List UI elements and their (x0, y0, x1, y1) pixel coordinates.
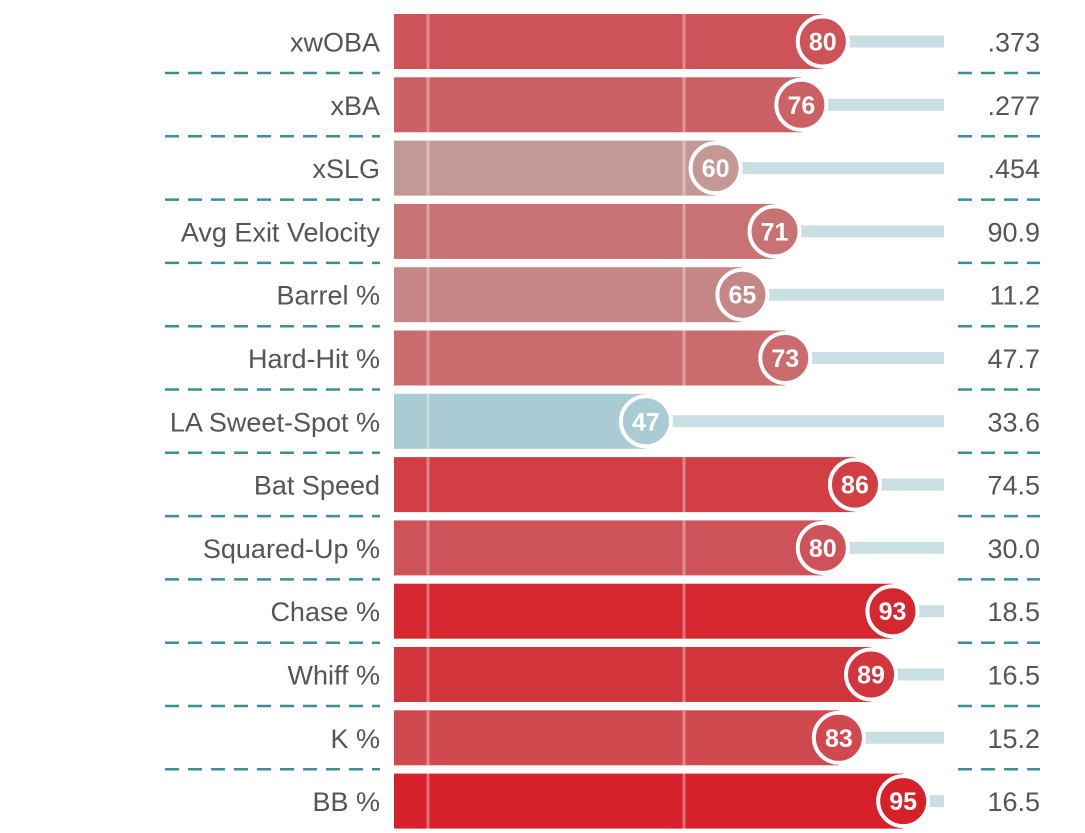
category-label: Chase % (270, 597, 380, 627)
stat-value-label: 18.5 (987, 597, 1040, 627)
percentile-bar (394, 267, 743, 323)
category-label: Avg Exit Velocity (181, 217, 381, 247)
percentile-value-label: 47 (632, 408, 660, 436)
percentile-bar (394, 583, 893, 639)
category-label-layer: xwOBA xBA xSLG Avg Exit Velocity Barrel % Har… (170, 28, 381, 818)
category-label: Bat Speed (254, 471, 380, 501)
stat-value-label: .373 (987, 28, 1040, 58)
percentile-value-label: 73 (771, 345, 799, 373)
percentile-bar (394, 773, 904, 829)
stat-value-label: 30.0 (987, 534, 1040, 564)
percentile-value-label: 95 (889, 788, 917, 816)
percentile-value-label: 76 (787, 92, 815, 120)
stat-value-label: 15.2 (987, 724, 1040, 754)
percentile-bar (394, 457, 855, 513)
percentile-circle (688, 141, 743, 196)
category-label: Hard-Hit % (248, 344, 380, 374)
percentile-value-label: 60 (702, 155, 730, 183)
stat-value-label: 11.2 (989, 281, 1040, 311)
percentile-circle (795, 520, 850, 575)
stat-value-label: 16.5 (987, 787, 1040, 817)
percentile-circle-layer: 80 76 60 71 65 73 47 86 80 93 89 83 95 (618, 14, 931, 829)
percentile-value-label: 80 (809, 29, 837, 57)
percentile-circle (747, 204, 802, 259)
stat-value-label: 33.6 (987, 407, 1040, 437)
percentile-bar (394, 393, 646, 449)
percentile-bar (394, 647, 872, 702)
percentile-bar (394, 330, 786, 386)
percentile-circle (844, 647, 899, 702)
category-label: BB % (312, 787, 380, 817)
gridline-layer (426, 14, 686, 829)
percentile-circle (758, 331, 813, 385)
percentile-bar (394, 140, 716, 196)
percentile-circle (795, 14, 850, 69)
stat-value-label: 90.9 (987, 217, 1040, 247)
category-label: xSLG (312, 154, 380, 184)
stat-value-label: 16.5 (987, 661, 1040, 691)
percentile-bar (394, 14, 823, 69)
percentile-value-label: 93 (879, 598, 907, 626)
percentile-circle (811, 710, 866, 765)
category-label: Squared-Up % (203, 534, 380, 564)
stat-value-label: .277 (987, 91, 1040, 121)
percentile-circle (865, 584, 920, 639)
percentile-value-label: 65 (728, 282, 756, 310)
percentile-bar (394, 203, 775, 259)
percentile-circle (715, 267, 770, 322)
percentile-circle (774, 77, 829, 132)
percentile-circle (827, 457, 882, 512)
separator-layer (165, 71, 1040, 771)
category-label: xwOBA (290, 28, 380, 58)
category-label: K % (330, 724, 380, 754)
percentile-circle (618, 394, 673, 449)
stat-value-label: 47.7 (987, 344, 1040, 374)
category-label: LA Sweet-Spot % (170, 407, 380, 437)
percentile-bar (394, 520, 823, 576)
category-label: xBA (330, 91, 380, 121)
percentile-value-label: 89 (857, 662, 885, 690)
percentile-bar (394, 77, 802, 133)
bar-layer (394, 14, 904, 829)
category-label: Whiff % (287, 661, 380, 691)
stat-value-label: 74.5 (987, 471, 1040, 501)
percentile-value-label: 71 (761, 218, 789, 246)
category-label: Barrel % (276, 281, 380, 311)
percentile-circle (876, 774, 931, 829)
percentile-value-label: 83 (825, 725, 853, 753)
percentile-bar (394, 710, 839, 766)
percentile-value-label: 86 (841, 472, 869, 500)
stat-value-label: .454 (987, 154, 1040, 184)
value-label-layer: .373 .277 .454 90.9 11.2 47.7 33.6 74.5 30.0 18.5… (987, 28, 1040, 818)
percentile-value-label: 80 (809, 535, 837, 563)
